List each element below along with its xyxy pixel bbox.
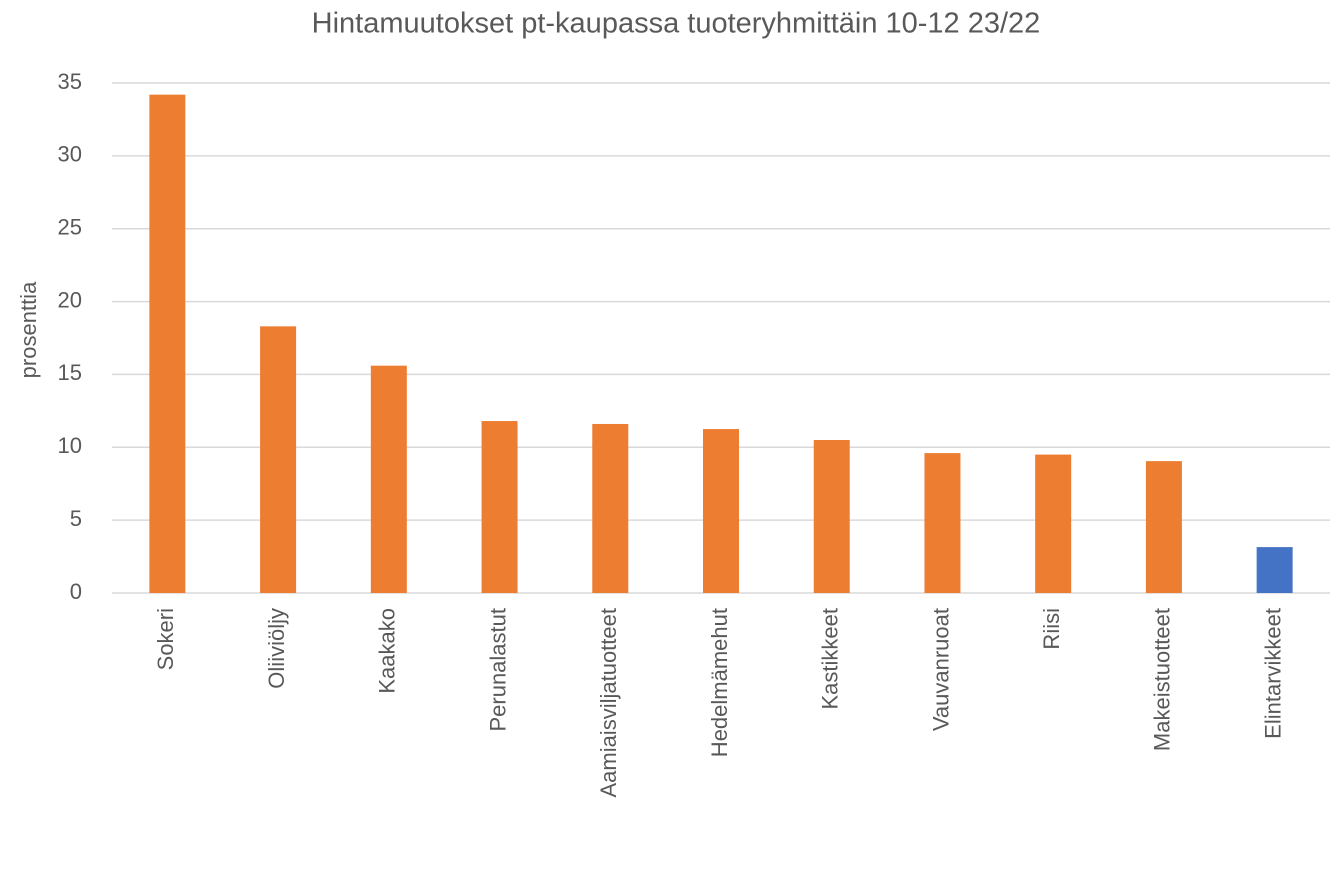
y-tick-label: 0: [70, 579, 82, 604]
bar: [924, 453, 961, 593]
bar: [1035, 454, 1072, 593]
x-tick-label: Aamiaisviljatuotteet: [596, 608, 621, 798]
bar: [703, 429, 739, 593]
bar: [813, 440, 850, 593]
x-tick-label: Makeistuotteet: [1150, 608, 1175, 751]
bar: [592, 423, 629, 593]
y-tick-label: 20: [58, 287, 82, 312]
y-tick-label: 10: [58, 433, 82, 458]
bar: [260, 326, 297, 593]
x-tick-label: Vauvanruoat: [928, 608, 953, 731]
x-tick-label: Kaakako: [375, 608, 400, 694]
x-tick-label: Kastikkeet: [818, 608, 843, 710]
bar: [1145, 461, 1182, 593]
bar: [481, 421, 518, 593]
x-tick-label: Elintarvikkeet: [1260, 608, 1285, 739]
y-tick-label: 5: [70, 506, 82, 531]
y-tick-label: 15: [58, 360, 82, 385]
x-tick-label: Oliiviöljy: [264, 608, 289, 689]
y-axis-label: prosenttia: [16, 281, 41, 378]
x-tick-label: Riisi: [1039, 608, 1064, 650]
x-tick-label: Hedelmämehut: [707, 608, 732, 757]
x-tick-label: Sokeri: [153, 608, 178, 670]
chart-title: Hintamuutokset pt-kaupassa tuoteryhmittä…: [312, 8, 1041, 40]
x-tick-label: Perunalastut: [485, 608, 510, 732]
bar: [370, 365, 407, 593]
y-tick-label: 30: [58, 142, 82, 167]
bar: [149, 94, 186, 594]
bar: [1256, 547, 1293, 593]
y-tick-label: 25: [58, 215, 82, 240]
y-tick-label: 35: [58, 69, 82, 94]
